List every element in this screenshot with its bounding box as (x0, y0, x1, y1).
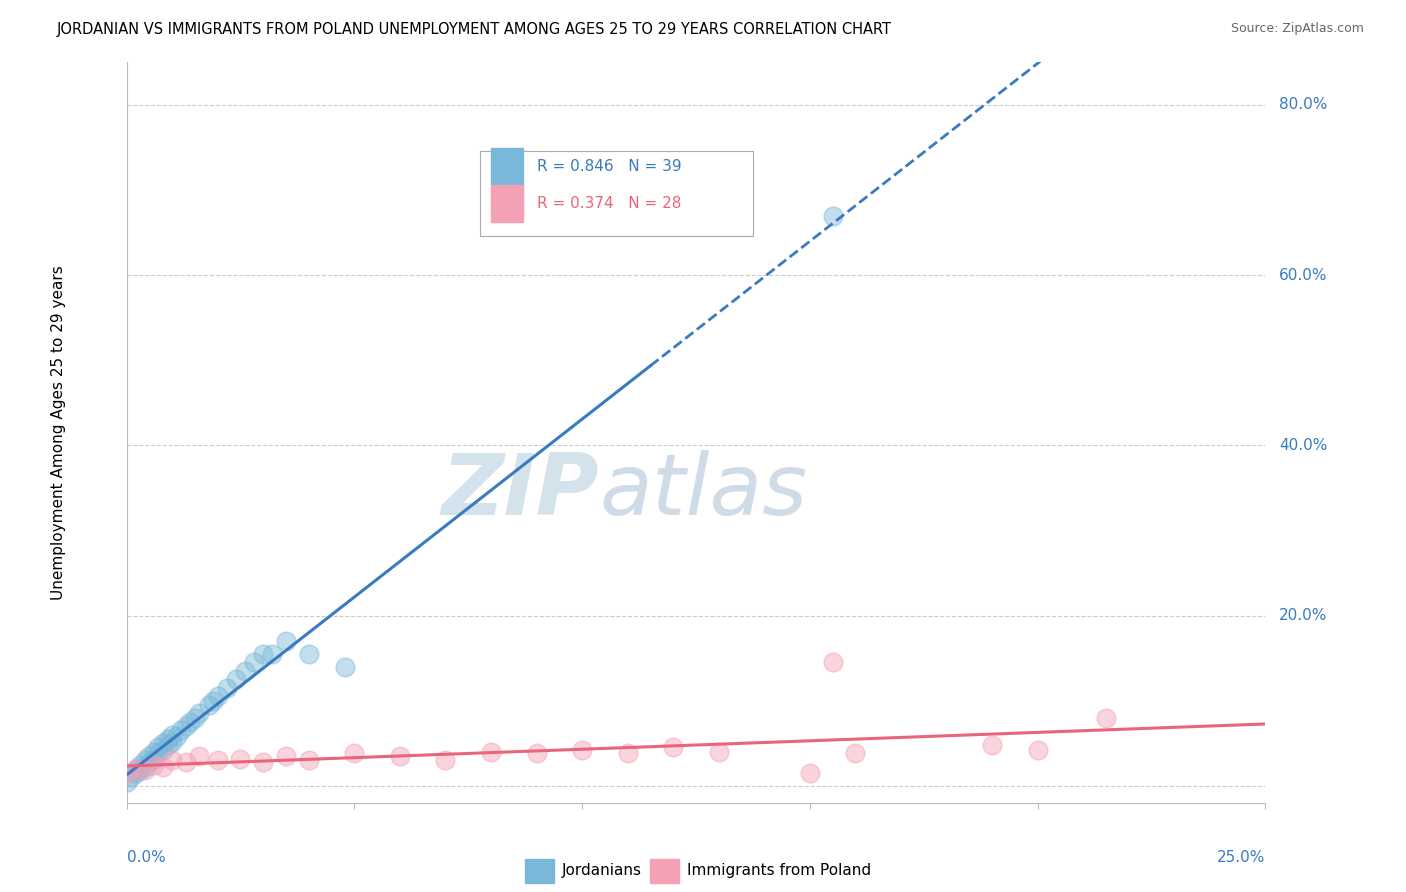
Point (160, 728, 183, 742)
Point (115, 774, 138, 789)
Point (120, 770, 142, 784)
Text: JORDANIAN VS IMMIGRANTS FROM POLAND UNEMPLOYMENT AMONG AGES 25 TO 29 YEARS CORRE: JORDANIAN VS IMMIGRANTS FROM POLAND UNEM… (56, 22, 891, 37)
Point (571, 743, 593, 757)
Point (252, 647, 274, 661)
Text: 0.0%: 0.0% (127, 849, 166, 864)
Point (148, 747, 170, 761)
Point (526, 747, 548, 761)
Point (142, 757, 165, 772)
Point (160, 753, 183, 767)
Point (129, 757, 152, 772)
Point (298, 647, 321, 661)
Point (115, 766, 138, 780)
Point (274, 634, 297, 648)
Point (225, 673, 247, 687)
Point (844, 747, 866, 761)
Point (142, 745, 165, 759)
Point (170, 723, 193, 738)
Point (156, 731, 179, 746)
Point (981, 738, 1004, 752)
FancyBboxPatch shape (479, 152, 754, 236)
Bar (526, 859, 554, 883)
Point (335, 659, 357, 673)
Text: atlas: atlas (599, 450, 807, 533)
Point (207, 753, 229, 767)
Point (434, 753, 457, 767)
Text: 60.0%: 60.0% (1279, 268, 1327, 283)
Point (479, 745, 502, 759)
Point (160, 734, 183, 748)
Point (616, 747, 638, 761)
Text: 20.0%: 20.0% (1279, 608, 1327, 624)
Point (799, 766, 821, 780)
Point (174, 755, 197, 769)
Point (388, 749, 411, 764)
Point (262, 647, 284, 661)
Text: 80.0%: 80.0% (1279, 97, 1327, 112)
Point (274, 749, 297, 764)
Point (179, 714, 201, 729)
Point (124, 766, 146, 780)
Point (124, 762, 146, 776)
Point (821, 656, 844, 670)
Text: R = 0.846   N = 39: R = 0.846 N = 39 (537, 159, 681, 174)
Point (124, 762, 146, 776)
Point (207, 690, 229, 704)
Point (134, 764, 156, 778)
Point (188, 706, 211, 721)
Point (202, 694, 225, 708)
Point (129, 764, 152, 778)
Text: R = 0.374   N = 28: R = 0.374 N = 28 (537, 195, 681, 211)
Point (1026, 743, 1049, 757)
Point (156, 738, 179, 752)
Point (134, 760, 156, 774)
Point (174, 719, 197, 733)
Point (821, 209, 844, 223)
Point (138, 755, 160, 769)
Text: Unemployment Among Ages 25 to 29 years: Unemployment Among Ages 25 to 29 years (51, 265, 66, 600)
Point (233, 664, 256, 678)
Point (152, 743, 174, 757)
Point (184, 711, 207, 725)
Bar (491, 147, 523, 185)
Point (252, 755, 274, 769)
Text: Immigrants from Poland: Immigrants from Poland (688, 863, 870, 879)
Point (142, 751, 165, 765)
Text: 25.0%: 25.0% (1218, 849, 1265, 864)
Point (229, 751, 252, 765)
Text: Jordanians: Jordanians (561, 863, 641, 879)
Point (215, 681, 238, 695)
Point (298, 753, 321, 767)
Point (166, 730, 188, 744)
Text: 40.0%: 40.0% (1279, 438, 1327, 453)
Point (152, 760, 174, 774)
Bar (491, 185, 523, 221)
Point (134, 753, 156, 767)
Point (197, 698, 219, 712)
Point (662, 740, 685, 755)
Point (152, 736, 174, 750)
Point (1095, 711, 1118, 725)
Text: Source: ZipAtlas.com: Source: ZipAtlas.com (1230, 22, 1364, 36)
Point (138, 749, 160, 764)
Point (148, 740, 170, 755)
Point (243, 656, 266, 670)
Point (343, 747, 366, 761)
Point (707, 745, 730, 759)
Bar (651, 859, 679, 883)
Point (188, 749, 211, 764)
Text: ZIP: ZIP (441, 450, 599, 533)
